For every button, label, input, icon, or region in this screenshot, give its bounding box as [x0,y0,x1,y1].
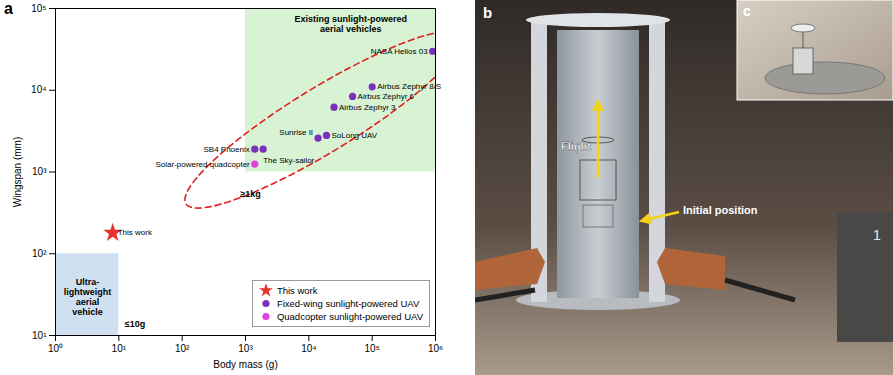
svg-text:Ultra-lightweightaerialvehicle: Ultra-lightweightaerialvehicle [64,277,112,317]
html-text:This work: This work [276,285,318,296]
svg-text:b: b [483,4,492,21]
svg-text:Existing sunlight-poweredaeria: Existing sunlight-poweredaerial vehicles [295,14,408,34]
svg-text:SoLong UAV: SoLong UAV [331,131,377,140]
svg-text:SB4 Phoenix: SB4 Phoenix [203,145,249,154]
svg-text:10³: 10³ [238,343,253,354]
svg-text:NASA Helios 03: NASA Helios 03 [371,47,428,56]
html-text:a: a [4,0,13,17]
svg-text:Sunrise II: Sunrise II [279,128,313,137]
svg-text:Solar-powered quadcopter: Solar-powered quadcopter [155,160,250,169]
svg-text:Airbus Zephyr 6: Airbus Zephyr 6 [358,92,415,101]
svg-text:Body mass (g): Body mass (g) [213,359,277,370]
svg-text:This work: This work [118,228,153,237]
svg-text:10²: 10² [175,343,190,354]
html-text:Quadcopter sunlight-powered UA: Quadcopter sunlight-powered UAV [276,311,423,322]
svg-text:≥1kg: ≥1kg [240,189,260,199]
svg-text:10⁵: 10⁵ [365,343,380,354]
svg-text:10⁵: 10⁵ [31,3,46,14]
svg-text:10²: 10² [32,248,47,259]
svg-text:10¹: 10¹ [112,343,127,354]
svg-text:The Sky-sailor: The Sky-sailor [263,156,314,165]
svg-text:≤10g: ≤10g [125,319,145,329]
svg-text:10⁶: 10⁶ [428,343,443,354]
svg-text:Airbus Zephyr 8/S: Airbus Zephyr 8/S [377,82,441,91]
svg-text:10³: 10³ [32,166,47,177]
svg-text:Initial position: Initial position [683,204,758,216]
html-text:Fixed-wing sunlight-powered UA: Fixed-wing sunlight-powered UAV [276,298,420,309]
svg-text:Airbus Zephyr 3: Airbus Zephyr 3 [339,103,396,112]
svg-text:c: c [743,3,751,19]
svg-text:10⁴: 10⁴ [31,84,46,95]
svg-text:10⁰: 10⁰ [48,343,63,354]
svg-text:Flight: Flight [561,140,591,152]
svg-text:10¹: 10¹ [32,330,47,341]
svg-text:Wingspan (mm): Wingspan (mm) [12,137,23,208]
svg-text:10⁴: 10⁴ [301,343,316,354]
svg-text:1: 1 [873,227,881,243]
